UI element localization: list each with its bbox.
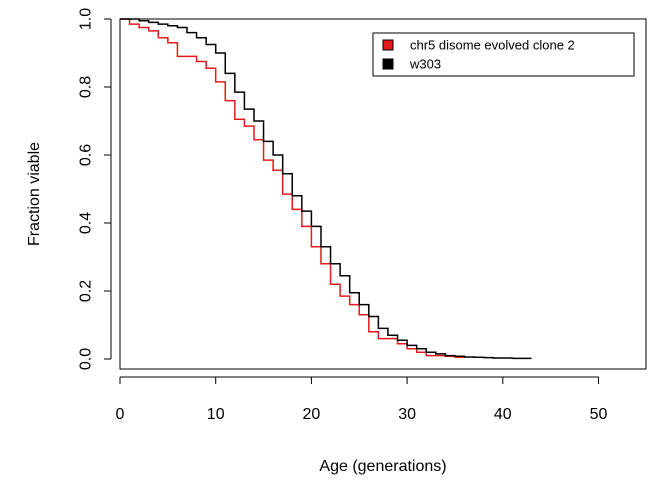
series-layer	[120, 18, 532, 360]
y-tick-label: 0.2	[78, 280, 95, 302]
legend-swatch	[382, 39, 394, 51]
legend-swatch	[382, 58, 394, 70]
x-tick-label: 10	[207, 406, 225, 423]
x-tick-label: 0	[116, 406, 125, 423]
x-tick-label: 20	[303, 406, 321, 423]
x-tick-label: 40	[494, 406, 512, 423]
y-tick-label: 0.8	[78, 76, 95, 98]
x-tick-label: 30	[398, 406, 416, 423]
y-tick-label: 0.4	[78, 212, 95, 234]
legend-label: chr5 disome evolved clone 2	[410, 38, 575, 53]
x-tick-label: 50	[590, 406, 608, 423]
y-tick-label: 0.6	[78, 144, 95, 166]
x-axis-title: Age (generations)	[319, 458, 446, 475]
legend-label: w303	[409, 57, 441, 72]
legend-box	[372, 32, 635, 77]
y-axis-title: Fraction viable	[26, 142, 43, 246]
x-axis: 0 10 20 30 40 50	[116, 376, 608, 423]
y-tick-label: 0.0	[78, 348, 95, 370]
y-axis: 0.0 0.2 0.4 0.6 0.8 1.0	[78, 8, 112, 370]
y-tick-label: 1.0	[78, 8, 95, 30]
series-line-1	[120, 18, 532, 360]
legend: chr5 disome evolved clone 2 w303	[372, 32, 635, 77]
plot-frame	[119, 18, 647, 370]
